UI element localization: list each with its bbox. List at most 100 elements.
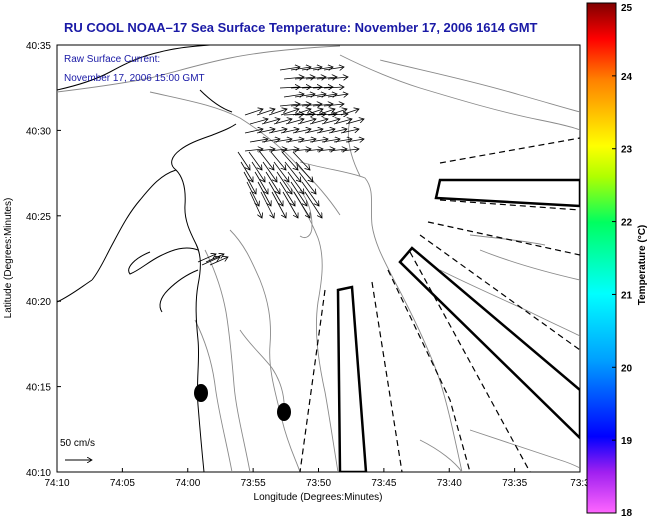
colorbar-ticks: 25 24 23 22 21 20 19 18 [612, 2, 633, 518]
current-vector [271, 191, 286, 218]
colorbar-gradient [586, 2, 617, 514]
current-vector [290, 181, 307, 206]
current-vector [323, 87, 344, 88]
current-vector [280, 129, 299, 134]
current-vector [270, 151, 286, 170]
reference-vector-label: 50 cm/s [60, 438, 95, 449]
x-tick-label: 73:55 [241, 478, 266, 489]
channel-boxes [336, 178, 580, 472]
current-vector [327, 94, 348, 97]
current-timestamp: November 17, 2006 15:00 GMT [64, 73, 205, 84]
current-vector [293, 191, 310, 218]
y-tick-label: 40:30 [26, 126, 51, 137]
current-vector [287, 171, 304, 194]
current-vector [323, 67, 344, 70]
colorbar-tick-label: 22 [621, 218, 633, 229]
y-axis-ticks: 40:35 40:30 40:25 40:20 40:15 40:10 [26, 41, 61, 479]
current-vector [209, 257, 228, 266]
current-vector [309, 119, 328, 125]
current-vector [340, 109, 359, 116]
current-vector [290, 67, 311, 70]
current-vector [283, 94, 304, 97]
dumpsite-marker-west [194, 384, 208, 402]
current-vector [246, 181, 259, 206]
surface-current-vectors [197, 67, 364, 266]
current-vector [316, 129, 335, 134]
current-vector [244, 149, 263, 151]
current-vector [243, 171, 256, 194]
current-vector [273, 139, 292, 142]
y-tick-label: 40:35 [26, 41, 51, 52]
current-vector [292, 151, 310, 170]
current-vector [256, 149, 275, 151]
x-tick-label: 74:05 [110, 478, 135, 489]
current-vector [297, 119, 316, 125]
current-vector [333, 119, 352, 125]
current-vector [262, 161, 277, 182]
current-vector [292, 149, 311, 151]
current-vector [304, 191, 322, 218]
current-vector [304, 109, 323, 116]
current-vector [280, 109, 299, 116]
current-vector [295, 161, 313, 182]
current-vector [312, 87, 333, 88]
current-vector [268, 109, 287, 116]
current-vector [316, 149, 335, 151]
current-vector [268, 149, 287, 151]
current-vector [265, 171, 280, 194]
current-vector [237, 151, 250, 170]
x-tick-label: 73:50 [306, 478, 331, 489]
current-vector [260, 191, 274, 218]
current-vector [279, 181, 295, 206]
current-vector [273, 119, 292, 125]
current-vector [294, 77, 315, 79]
colorbar-tick-label: 20 [621, 363, 633, 374]
current-vector [256, 129, 275, 134]
x-tick-label: 74:10 [44, 478, 69, 489]
colorbar-label: Temperature (°C) [637, 225, 648, 306]
y-axis-label: Latitude (Degrees:Minutes) [3, 198, 14, 319]
current-vector [244, 129, 263, 134]
current-vector [305, 77, 326, 79]
current-vector [290, 104, 311, 106]
current-vector [301, 104, 322, 106]
current-vector [298, 171, 316, 194]
current-vector [268, 129, 287, 134]
current-vector [254, 171, 268, 194]
current-vector [280, 149, 299, 151]
current-vector [240, 161, 253, 182]
current-vector [257, 181, 271, 206]
current-vector [345, 139, 364, 142]
colorbar-tick-label: 25 [621, 3, 633, 14]
current-vector [304, 149, 323, 151]
current-vector [279, 104, 300, 106]
coastline [57, 45, 237, 472]
current-vector [327, 77, 348, 79]
current-vector [316, 114, 337, 115]
current-vector [284, 161, 301, 182]
current-vector [321, 119, 340, 125]
map-plot-area: Raw Surface Current: November 17, 2006 1… [56, 44, 581, 473]
colorbar-tick-label: 19 [621, 436, 633, 447]
current-vector [283, 77, 304, 79]
current-vector [249, 191, 262, 218]
current-vector [312, 67, 333, 70]
current-vector [328, 129, 347, 134]
current-vector [251, 161, 265, 182]
x-tick-label: 73:35 [502, 478, 527, 489]
current-vector [290, 87, 311, 88]
x-axis-label: Longitude (Degrees:Minutes) [254, 492, 383, 503]
current-vector [316, 77, 337, 79]
current-vector [305, 94, 326, 97]
current-vector [305, 114, 326, 115]
current-vector [316, 109, 335, 116]
x-tick-label: 73:45 [371, 478, 396, 489]
current-vector [249, 139, 268, 142]
y-tick-label: 40:15 [26, 383, 51, 394]
current-vector [281, 151, 298, 170]
current-vector [333, 139, 352, 142]
x-tick-label: 73:40 [437, 478, 462, 489]
y-tick-label: 40:25 [26, 212, 51, 223]
current-vector [197, 254, 216, 263]
current-vector [340, 129, 359, 134]
